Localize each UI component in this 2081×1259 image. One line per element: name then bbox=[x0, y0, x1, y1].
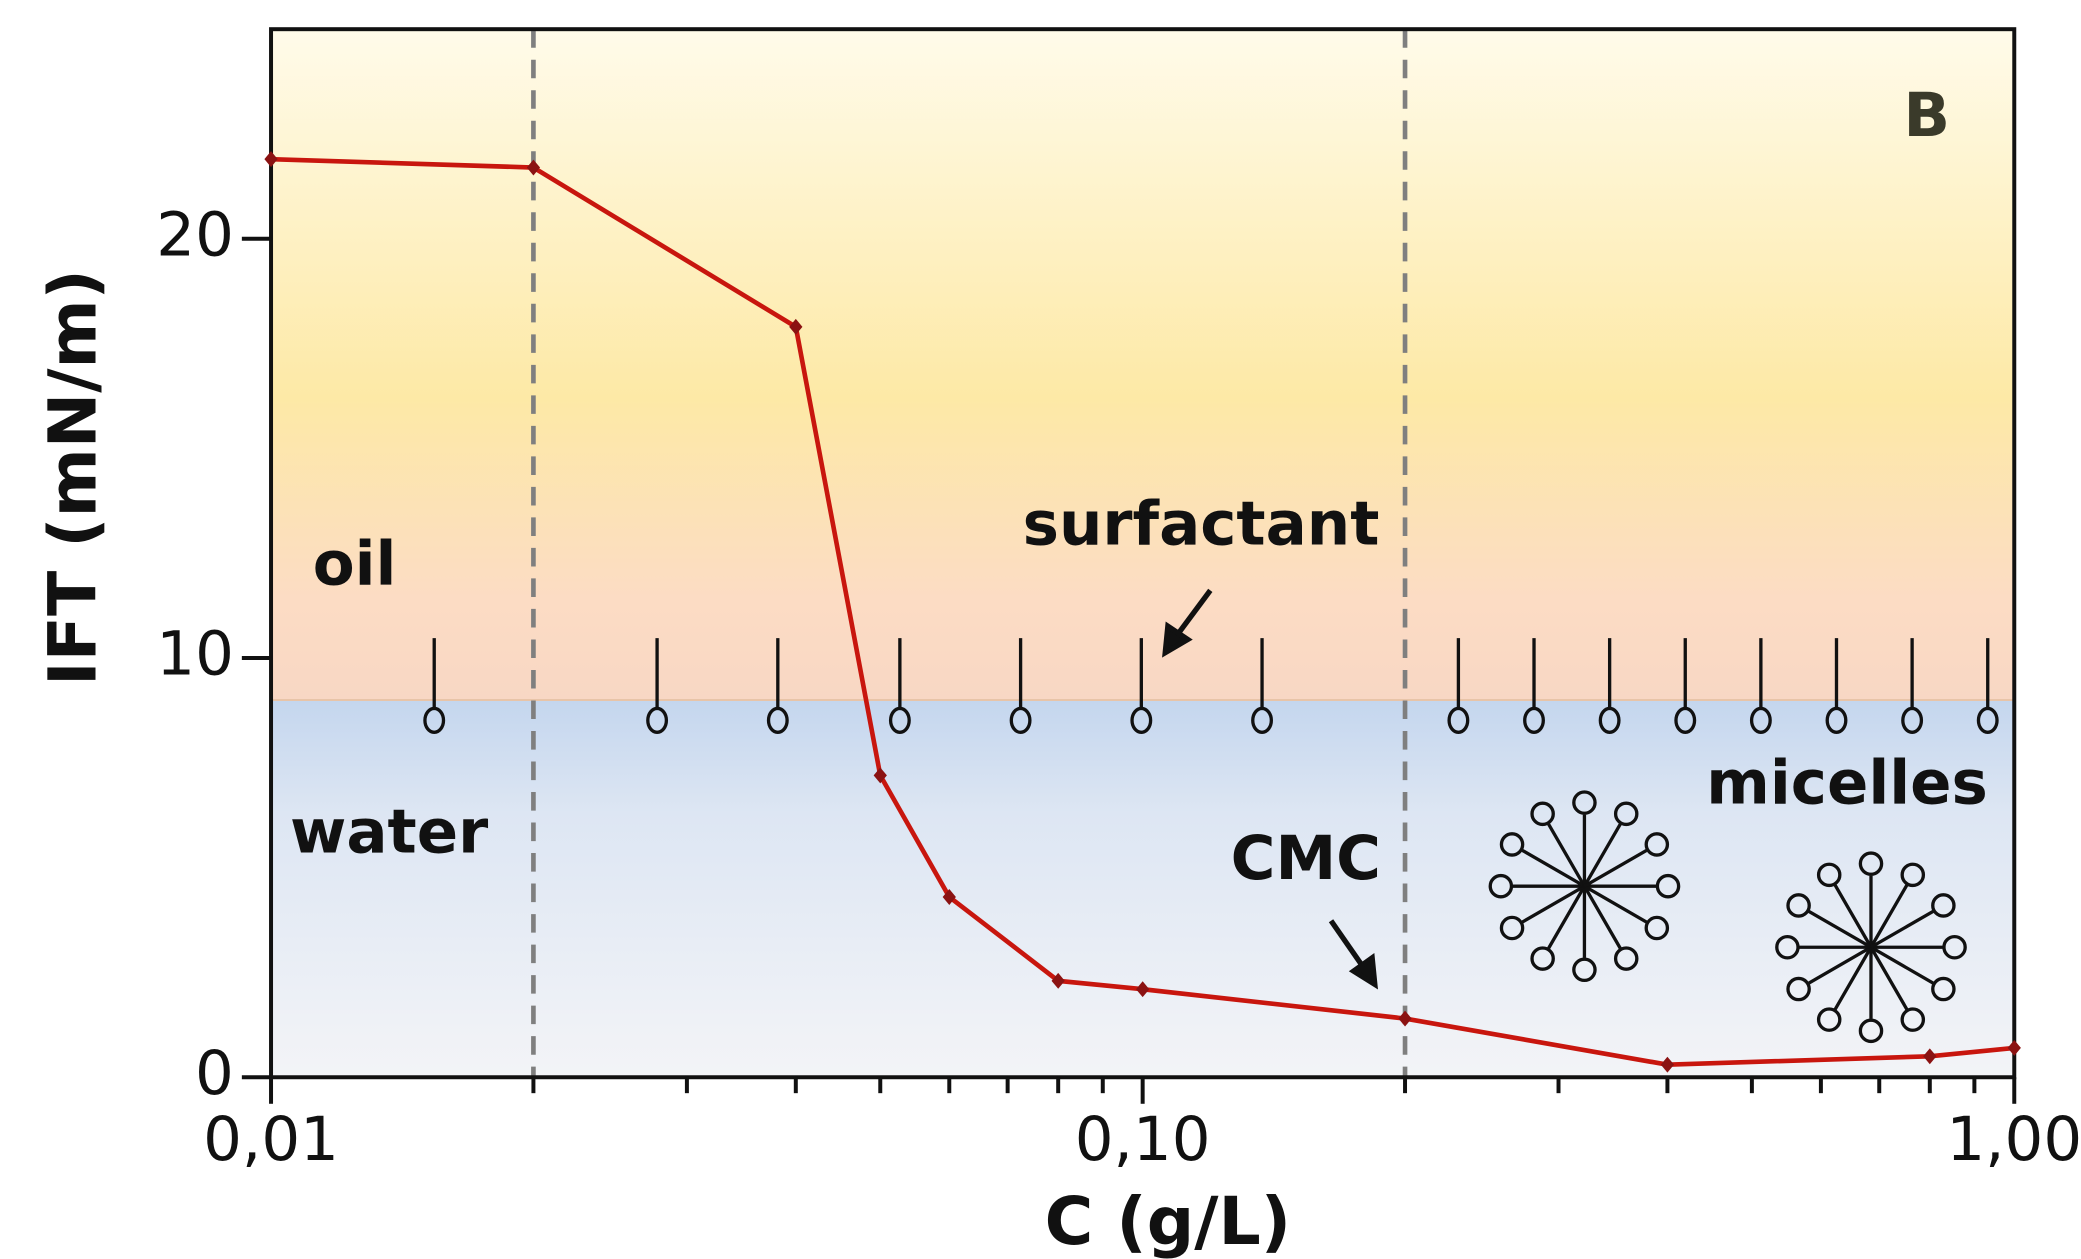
micelles-label: micelles bbox=[1706, 747, 1988, 818]
y-tick-label: 0 bbox=[195, 1038, 234, 1109]
y-tick-label: 20 bbox=[156, 199, 234, 270]
y-axis-title: IFT (mN/m) bbox=[33, 269, 111, 686]
cmc-label: CMC bbox=[1231, 823, 1381, 894]
x-tick-label: 0,10 bbox=[1075, 1104, 1211, 1175]
x-axis-title: C (g/L) bbox=[1045, 1182, 1291, 1259]
panel-label: B bbox=[1903, 80, 1950, 151]
oil-label: oil bbox=[313, 528, 397, 599]
x-tick-label: 1,00 bbox=[1946, 1104, 2081, 1175]
x-tick-label: 0,01 bbox=[203, 1104, 339, 1175]
chart: C (g/L) IFT (mN/m) B oil water surfactan… bbox=[0, 0, 2081, 1259]
y-tick-label: 10 bbox=[156, 619, 234, 690]
water-label: water bbox=[290, 796, 488, 867]
page: {"chart_data": { "type": "line", "x_labe… bbox=[0, 0, 2081, 1259]
surfactant-label: surfactant bbox=[1023, 489, 1380, 560]
